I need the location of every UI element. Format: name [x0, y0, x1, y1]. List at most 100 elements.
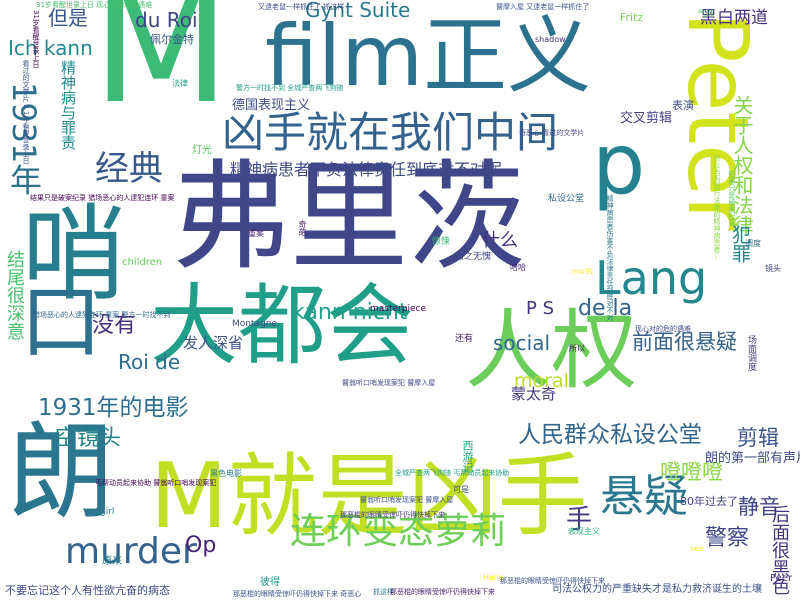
word-law: 法律 [172, 79, 188, 88]
word-also: 还有 [455, 334, 474, 344]
word-peer: Peer [770, 573, 793, 584]
word-montage-cn: 蒙太奇 [511, 385, 557, 403]
word-lang-cn: 朗 [8, 411, 114, 534]
word-well-deserved: 当之无愧 [455, 252, 492, 262]
tiny-03: 31岁看醒世录上日 现心对的危的遇难 [36, 1, 153, 9]
word-justice-failure: 司法公权力的严重缺失才是私力救济诞生的土壤 [552, 584, 762, 595]
word-dark-later: 后面很黑色 [769, 505, 790, 595]
word-expressionism: 表现主义 [568, 527, 600, 536]
word-dengdeng: 噔噔噔 [660, 460, 723, 484]
word-ps: P S [526, 298, 555, 319]
tiny-16: 瞽翁听口哨发现案犯 瞽摩入屋 [360, 496, 454, 504]
word-1931: 1931年 [5, 82, 43, 196]
tiny-17: 那恶棍的眼睛受惊吓仍得快掉下来 奇恶心 [233, 590, 362, 598]
word-turns-out: 原来 [102, 556, 122, 567]
word-none: 没有 [92, 313, 137, 338]
tiny-21: 那恶棍的眼睛受惊吓仍得快掉下来 [340, 511, 445, 519]
word-peer-gynt-cn: 佩尔金特 [150, 33, 194, 46]
word-acting: 表演 [672, 99, 694, 112]
word-haha: 哈哈 [510, 263, 526, 272]
word-du-roi: du Roi [135, 8, 198, 32]
word-suspense: 悬疑 [600, 471, 688, 522]
word-op: Op [185, 533, 217, 558]
tiny-19: 那恶棍的眼睛受惊吓仍得快掉下来 [390, 588, 495, 596]
word-but: 但是 [48, 6, 88, 30]
word-empty-shot: 空镜头 [55, 426, 122, 451]
word-social: social [493, 331, 551, 355]
tiny-22: 现心对的危的遇难 [635, 325, 691, 333]
word-murder: murder [65, 531, 197, 572]
tiny-09: 猎场恶心的人逮犯连环 童案 警方一时找不到 [33, 311, 171, 319]
word-montagne: Montagne [232, 319, 277, 329]
word-lang: Lang [595, 251, 708, 305]
word-must: mu9t [572, 267, 594, 276]
word-hand: 手 [566, 505, 593, 535]
word-thriller: 惊悚 [432, 237, 451, 247]
word-gangs: 黑白两道 [700, 8, 768, 28]
tiny-04: 31岁看醒世录上日 [32, 10, 40, 68]
word-girl: girl [100, 507, 115, 517]
word-kann-nicht: kann nicht [292, 300, 408, 325]
tiny-08: 结果只是破案纪录 猎场恶心的人逮犯连环 童案 [30, 194, 175, 202]
tiny-15: 瞽翁听口哨发现案犯 瞽摩入屋 [342, 379, 436, 387]
word-insanity-guilt: 精神病与罪责 [59, 60, 77, 150]
word-first-sound-film: 朗的第一部有声片 [705, 451, 800, 466]
tiny-02: 瞽摩入屋 又逮老鼠一样抓住了 [496, 3, 590, 11]
word-80-years: 80年过去了 [680, 495, 738, 508]
word-murderer-among-us: 凶手就在我们中间 [222, 108, 559, 157]
tiny-20: 那恶棍的眼睛受惊吓仍得快掉下来 [500, 577, 605, 585]
word-police: 警察 [705, 526, 750, 551]
word-lens: 镜头 [765, 264, 781, 273]
word-shadow: shadow [535, 35, 566, 44]
word-weird: 奇葩 [298, 220, 307, 236]
word-vigilante: 私设公堂 [548, 194, 585, 204]
word-fritz: Fritz [620, 11, 644, 24]
word-cross-cutting: 交叉剪辑 [620, 111, 673, 126]
word-peter-cn: 彼得 [260, 577, 280, 588]
word-insanity-question: 精神病患者不负法律责任到底对不对呢 [230, 160, 503, 179]
word-serial-pedophile: 连环变态萝莉 [290, 511, 507, 552]
word-de-la: de la [578, 296, 633, 321]
word-1931-film: 1931年的电影 [38, 395, 189, 421]
word-mouth: 口 [20, 275, 103, 370]
tiny-11: 所以当为现行法律的精神病患者... [713, 155, 721, 260]
tiny-13: 丐帮动员起来协助 瞽翁听口哨发现案犯 [95, 479, 217, 487]
word-human-rights: 人权 [465, 301, 637, 401]
word-classic: 经典 [95, 149, 163, 189]
word-journey-west: 西游记 [461, 440, 474, 473]
word-fritz-cn: 弗里茨 [172, 148, 527, 286]
word-balloon: 气球 [698, 9, 714, 18]
word-gynt-suite: Gynt Suite [305, 0, 411, 22]
word-dont-forget: 不要忘记这个人有性欲亢奋的病态 [5, 584, 170, 597]
word-mute: 静音 [738, 495, 780, 519]
tiny-18: 抓这样 [373, 588, 394, 596]
tiny-07: 奇恶心 看过的文学片 [519, 129, 585, 137]
word-halle: Halle [483, 573, 504, 582]
word-rights-and-law: 关于人权和法律 [730, 95, 754, 235]
word-masterpiece: masterpiece [370, 304, 426, 314]
tiny-12: 结果只是破案纪录 [728, 170, 736, 226]
word-m: M [92, 0, 231, 139]
word-german-expressionism: 德国表现主义 [232, 98, 311, 113]
word-serious-case: 重案 [248, 229, 264, 238]
word-film-noir: 黑色电影 [210, 469, 242, 478]
word-p: p [592, 115, 646, 213]
word-suspenseful-start: 前面很悬疑 [632, 330, 737, 354]
word-editing: 剪辑 [737, 426, 779, 450]
word-moral: moral [514, 370, 569, 392]
word-mise-en-scene: 场面调度 [746, 335, 756, 371]
word-peter: Peter [669, 12, 767, 231]
word-metropolis: 大都会 [150, 274, 415, 377]
word-however: 可是 [453, 485, 469, 494]
word-children: children [122, 257, 163, 268]
word-so: 所以 [569, 344, 585, 353]
word-film-justice: film正义 [265, 7, 592, 105]
word-roi-de: Roi de [118, 350, 181, 374]
word-ich-kann: Ich kann [8, 36, 93, 60]
word-mise-cn: 调度 [745, 239, 761, 248]
tiny-10: 精神病患者伤害不负法律责任到底对不对 [606, 195, 614, 321]
tiny-05: 看过的文学片 3.1年看醒世录上日 [22, 60, 30, 165]
word-see: see [690, 544, 705, 553]
word-thought-provoking: 发人深省 [183, 334, 244, 352]
